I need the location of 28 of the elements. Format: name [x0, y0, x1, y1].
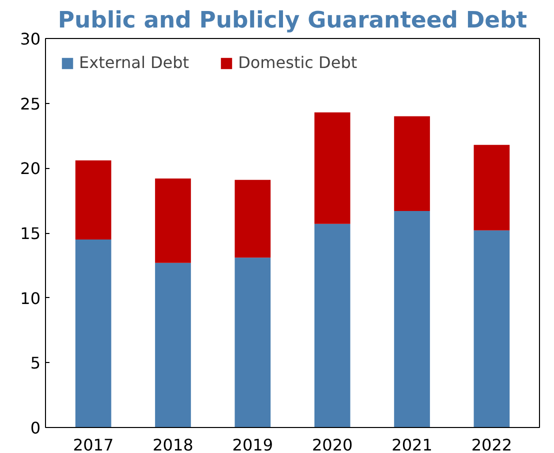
- bar: [155, 178, 191, 263]
- bar: [234, 180, 271, 258]
- chart-title: Public and Publicly Guaranteed Debt: [58, 8, 528, 34]
- bar: [474, 230, 510, 428]
- x-tick-label: 2021: [392, 436, 432, 453]
- x-tick-label: 2017: [72, 436, 114, 453]
- bar: [314, 224, 350, 428]
- bar: [75, 160, 112, 240]
- legend-label: External Debt: [79, 53, 190, 72]
- x-tick-label: 2018: [152, 436, 194, 453]
- bar: [394, 210, 430, 428]
- y-tick-label: 0: [30, 418, 41, 438]
- y-tick-label: 30: [20, 30, 40, 48]
- bar: [75, 239, 112, 428]
- bar: [474, 144, 510, 230]
- y-tick-label: 15: [20, 224, 40, 243]
- bar: [234, 258, 271, 428]
- y-tick-label: 10: [20, 288, 40, 308]
- x-tick-label: 2022: [471, 436, 512, 453]
- x-tick-label: 2020: [312, 436, 353, 453]
- y-tick-label: 5: [30, 354, 41, 373]
- bar: [155, 262, 191, 428]
- y-tick-label: 25: [20, 94, 40, 114]
- y-tick-label: 20: [20, 159, 40, 178]
- bar: [314, 112, 350, 224]
- bar: [394, 116, 430, 211]
- legend-label: Domestic Debt: [238, 53, 358, 72]
- x-tick-label: 2019: [232, 436, 274, 453]
